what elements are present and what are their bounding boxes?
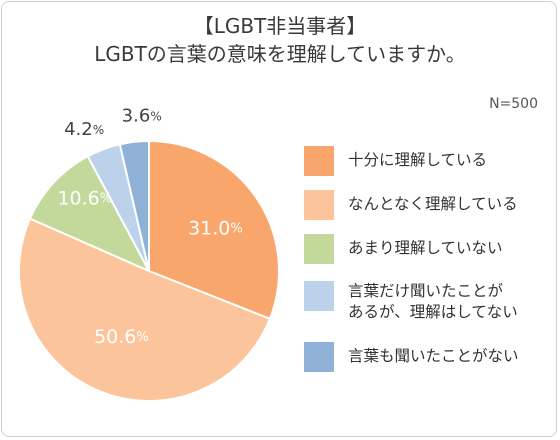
legend-item-4: 言葉だけ聞いたことが あるが、理解はしてない [304,281,518,323]
slice-value-label-1: 31.0% [188,217,243,239]
legend-label: 言葉だけ聞いたことが あるが、理解はしてない [348,282,518,321]
legend-item-2: なんとなく理解している [304,190,518,220]
legend-label: 十分に理解している [348,151,488,169]
legend-item-3: あまり理解していない [304,234,503,264]
sample-size-note: N=500 [489,96,538,112]
pie-slice-1 [148,139,280,321]
legend-swatch [304,281,334,311]
legend-swatch [304,146,334,176]
slice-value-label-2: 50.6% [94,326,149,348]
chart-title: 【LGBT非当事者】 LGBTの言葉の意味を理解していますか。 [0,12,560,68]
pie-slice-3 [28,154,152,274]
slice-value-label-5: 3.6% [122,106,162,127]
legend-item-1: 十分に理解している [304,146,487,176]
legend-swatch [304,234,334,264]
legend-item-5: 言葉も聞いたことがない [304,342,519,372]
legend-label: なんとなく理解している [348,195,518,213]
legend-label: 言葉も聞いたことがない [348,347,519,365]
legend-swatch [304,342,334,372]
legend-swatch [304,190,334,220]
legend-label: あまり理解していない [348,239,503,257]
slice-value-label-3: 10.6% [57,187,112,209]
slice-value-label-4: 4.2% [64,119,104,140]
title-line-2: LGBTの言葉の意味を理解していますか。 [94,42,466,66]
pie-slice-2 [18,217,272,402]
title-line-1: 【LGBT非当事者】 [193,14,367,38]
pie-slice-5 [118,139,150,272]
